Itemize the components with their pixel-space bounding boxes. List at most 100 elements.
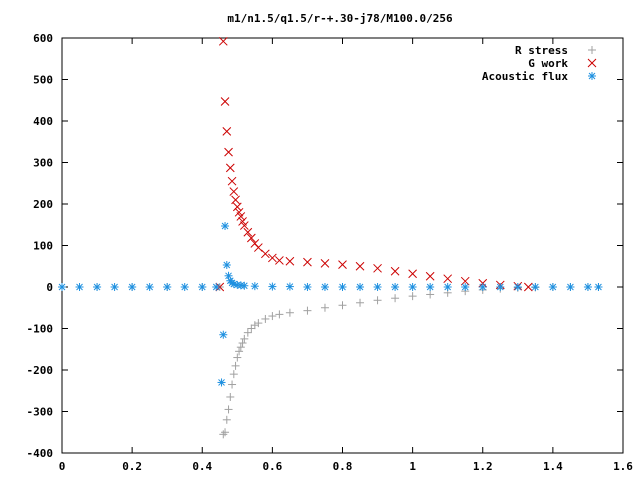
data-point	[275, 310, 284, 319]
data-point	[426, 283, 435, 291]
data-point	[425, 271, 435, 281]
data-point	[548, 283, 557, 291]
data-point	[275, 256, 284, 265]
data-point	[496, 283, 505, 291]
data-point	[243, 227, 253, 237]
data-point	[391, 283, 400, 291]
data-point	[268, 253, 277, 263]
data-point	[338, 283, 347, 291]
data-point	[233, 353, 242, 362]
data-point	[222, 415, 231, 424]
data-point	[128, 283, 137, 291]
data-point	[222, 261, 231, 270]
y-tick-label: 100	[33, 240, 53, 253]
data-point	[246, 233, 256, 243]
data-point	[268, 312, 277, 321]
data-point	[253, 243, 263, 252]
data-point	[303, 306, 312, 315]
data-point	[285, 308, 294, 317]
data-point	[478, 283, 487, 291]
data-point	[261, 314, 270, 323]
data-point	[219, 430, 228, 439]
x-tick-label: 1.4	[543, 460, 563, 473]
data-point	[594, 283, 603, 291]
data-point	[261, 249, 270, 259]
legend-label: G work	[528, 57, 568, 70]
data-point	[285, 282, 294, 291]
data-point	[198, 283, 207, 291]
data-point	[227, 176, 237, 186]
data-point	[231, 195, 240, 205]
data-point	[461, 283, 470, 291]
data-point	[338, 301, 347, 310]
data-point	[566, 283, 575, 291]
data-point	[408, 292, 417, 301]
data-point	[391, 294, 400, 303]
data-point	[239, 221, 249, 230]
data-point	[390, 266, 400, 276]
data-point	[229, 370, 238, 379]
legend-label: Acoustic flux	[482, 70, 568, 83]
data-point	[243, 328, 252, 337]
data-point	[373, 296, 382, 305]
data-point	[218, 36, 228, 46]
data-point	[75, 283, 84, 291]
data-point	[224, 405, 233, 414]
data-point	[222, 127, 232, 136]
series-1	[215, 36, 533, 292]
data-point	[229, 187, 239, 196]
data-point	[163, 283, 172, 291]
legend-label: R stress	[515, 44, 568, 57]
data-point	[220, 97, 230, 106]
data-point	[303, 257, 312, 267]
data-point	[373, 263, 382, 273]
data-point	[443, 283, 452, 291]
data-point	[110, 283, 119, 291]
y-tick-label: -400	[27, 447, 54, 460]
data-point	[236, 212, 246, 221]
data-point	[231, 361, 240, 370]
data-point	[238, 339, 247, 348]
y-tick-label: 600	[33, 32, 53, 45]
y-tick-label: -200	[27, 364, 54, 377]
data-point	[356, 283, 365, 291]
data-point	[408, 283, 417, 291]
x-tick-label: 1.2	[473, 460, 493, 473]
data-point	[221, 428, 230, 437]
data-point	[254, 319, 263, 328]
data-point	[356, 298, 365, 307]
data-point	[217, 378, 226, 387]
chart-title: m1/n1.5/q1.5/r-+.30-j78/M100.0/256	[227, 12, 453, 25]
data-point	[531, 283, 540, 291]
data-point	[320, 258, 330, 268]
data-point	[232, 202, 242, 212]
legend-marker	[587, 58, 597, 68]
data-point	[225, 163, 235, 173]
data-point	[320, 303, 329, 312]
y-tick-label: 0	[46, 281, 53, 294]
x-tick-label: 0.6	[262, 460, 282, 473]
y-tick-label: 200	[33, 198, 53, 211]
data-point	[240, 334, 249, 343]
data-point	[338, 260, 347, 269]
y-tick-label: -100	[27, 323, 54, 336]
data-point	[320, 283, 329, 291]
data-point	[523, 282, 533, 292]
data-point	[240, 281, 249, 290]
series-2	[58, 221, 603, 387]
axis-ticks: 0 0.2 0.4 0.6 0.8 1 1.2 1.4 1.6 600 500 400 300 200 10…	[27, 32, 634, 473]
data-point	[303, 283, 312, 291]
x-tick-label: 0	[59, 460, 66, 473]
x-tick-label: 1.6	[613, 460, 633, 473]
legend-marker	[588, 72, 596, 80]
data-point	[268, 282, 277, 291]
data-point	[236, 343, 245, 352]
x-tick-label: 0.4	[192, 460, 212, 473]
y-tick-label: 400	[33, 115, 53, 128]
data-point	[513, 283, 522, 291]
data-point	[250, 321, 259, 330]
x-tick-label: 1	[409, 460, 416, 473]
